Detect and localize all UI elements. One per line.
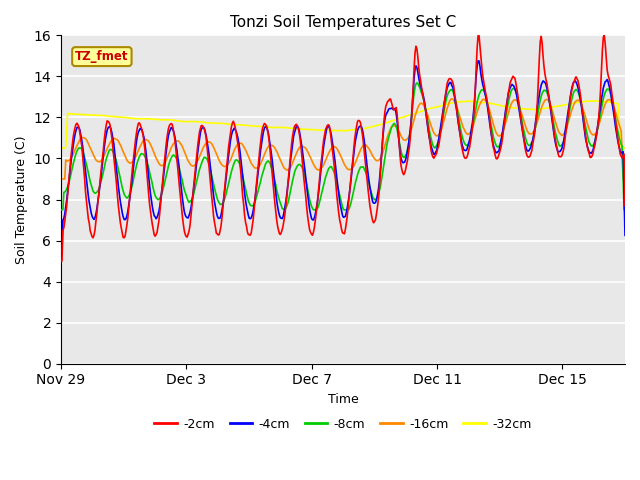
X-axis label: Time: Time	[328, 393, 358, 406]
Y-axis label: Soil Temperature (C): Soil Temperature (C)	[15, 135, 28, 264]
Title: Tonzi Soil Temperatures Set C: Tonzi Soil Temperatures Set C	[230, 15, 456, 30]
Legend: -2cm, -4cm, -8cm, -16cm, -32cm: -2cm, -4cm, -8cm, -16cm, -32cm	[150, 413, 536, 436]
Text: TZ_fmet: TZ_fmet	[75, 50, 129, 63]
